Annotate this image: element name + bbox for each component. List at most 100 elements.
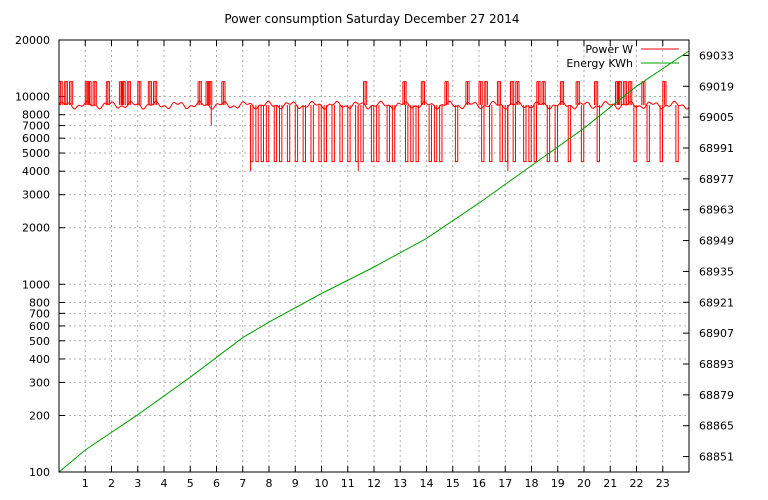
x-tick-label: 14 <box>420 477 434 490</box>
y-right-tick-label: 68991 <box>699 142 734 155</box>
x-tick-label: 17 <box>498 477 512 490</box>
power-dip <box>596 105 600 163</box>
y-left-tick-label: 20000 <box>15 34 50 47</box>
chart-title: Power consumption Saturday December 27 2… <box>224 12 519 26</box>
x-tick-label: 19 <box>551 477 565 490</box>
y-right-tick-label: 68949 <box>699 235 734 248</box>
x-tick-label: 3 <box>134 477 141 490</box>
x-tick-label: 11 <box>341 477 355 490</box>
y-left-tick-label: 8000 <box>22 109 50 122</box>
legend-energy-label: Energy KWh <box>566 57 633 70</box>
power-dip <box>310 105 314 163</box>
power-dip <box>376 105 380 163</box>
y-left-tick-label: 3000 <box>22 189 50 202</box>
y-right-tick-label: 68893 <box>699 358 734 371</box>
x-tick-label: 10 <box>315 477 329 490</box>
y-right-tick-label: 68851 <box>699 451 734 464</box>
power-dip <box>546 105 551 163</box>
legend: Power W Energy KWh <box>566 43 679 70</box>
y-right-tick-label: 69005 <box>699 111 734 124</box>
x-tick-label: 2 <box>108 477 115 490</box>
power-dip <box>646 105 650 163</box>
power-dip <box>318 105 322 163</box>
y-left-tick-label: 2000 <box>22 222 50 235</box>
power-dip <box>331 105 335 163</box>
y-right-tick-label: 68963 <box>699 204 734 217</box>
y-left-tick-label: 6000 <box>22 132 50 145</box>
power-dip <box>428 105 432 163</box>
power-dip <box>533 105 537 163</box>
y-right-tick-label: 68935 <box>699 265 734 278</box>
power-dip <box>523 105 527 163</box>
x-tick-label: 7 <box>239 477 246 490</box>
y-left-tick-label: 800 <box>29 296 50 309</box>
y-left-tick-label: 500 <box>29 335 50 348</box>
power-dip <box>659 105 663 163</box>
power-dip <box>454 105 459 163</box>
x-tick-label: 23 <box>656 477 670 490</box>
y-left-tick-label: 600 <box>29 320 50 333</box>
power-dip <box>294 105 299 163</box>
power-dip <box>633 105 637 163</box>
y-right-tick-label: 69033 <box>699 49 734 62</box>
power-dip <box>580 105 585 163</box>
power-dip <box>273 105 278 163</box>
power-dip <box>360 105 364 163</box>
power-dip <box>405 105 409 163</box>
y-left-tick-label: 100 <box>29 466 50 479</box>
y-right-tick-label: 68977 <box>699 173 734 186</box>
power-dip <box>489 105 493 163</box>
power-dip <box>567 105 572 163</box>
power-dip <box>415 105 419 163</box>
power-dip <box>481 105 485 163</box>
plot-frame <box>58 39 690 473</box>
x-tick-label: 5 <box>187 477 194 490</box>
axis-layer: 1 2 3 4 5 6 7 8 9 10 11 12 13 14 15 16 17 18 19 20 21 22 23100… <box>15 34 734 490</box>
power-dip <box>355 105 359 163</box>
x-tick-label: 20 <box>577 477 591 490</box>
x-tick-label: 16 <box>472 477 486 490</box>
x-tick-label: 8 <box>266 477 273 490</box>
energy-line <box>58 50 690 473</box>
power-dip <box>410 105 414 163</box>
data-layer <box>58 50 690 473</box>
x-tick-label: 18 <box>525 477 539 490</box>
power-dip <box>302 105 306 163</box>
power-dip <box>433 105 438 163</box>
y-right-tick-label: 68921 <box>699 296 734 309</box>
y-left-tick-label: 300 <box>29 376 50 389</box>
x-tick-label: 22 <box>630 477 644 490</box>
power-dip <box>255 105 259 163</box>
power-dip <box>339 105 343 163</box>
y-left-tick-label: 700 <box>29 307 50 320</box>
power-dip <box>499 105 503 163</box>
power-dip <box>260 105 264 163</box>
power-dip <box>286 105 291 163</box>
power-dip <box>554 105 558 163</box>
y-left-tick-label: 7000 <box>22 120 50 133</box>
power-dip <box>439 105 443 163</box>
y-left-tick-label: 5000 <box>22 147 50 160</box>
power-dip <box>675 105 679 163</box>
x-tick-label: 1 <box>82 477 89 490</box>
y-left-tick-label: 400 <box>29 353 50 366</box>
y-left-tick-label: 10000 <box>15 91 50 104</box>
power-dip <box>370 105 375 163</box>
power-dip <box>512 105 516 163</box>
y-right-tick-label: 68907 <box>699 327 734 340</box>
y-right-tick-label: 68879 <box>699 389 734 402</box>
power-dip <box>386 105 390 163</box>
x-tick-label: 4 <box>161 477 168 490</box>
power-dip <box>528 105 532 163</box>
x-tick-label: 9 <box>292 477 299 490</box>
y-right-tick-label: 68865 <box>699 420 734 433</box>
x-tick-label: 15 <box>446 477 460 490</box>
x-tick-label: 13 <box>393 477 407 490</box>
power-dip <box>504 105 509 163</box>
power-dip <box>347 105 351 163</box>
legend-power-label: Power W <box>585 43 633 56</box>
y-left-tick-label: 1000 <box>22 278 50 291</box>
x-tick-label: 21 <box>603 477 617 490</box>
